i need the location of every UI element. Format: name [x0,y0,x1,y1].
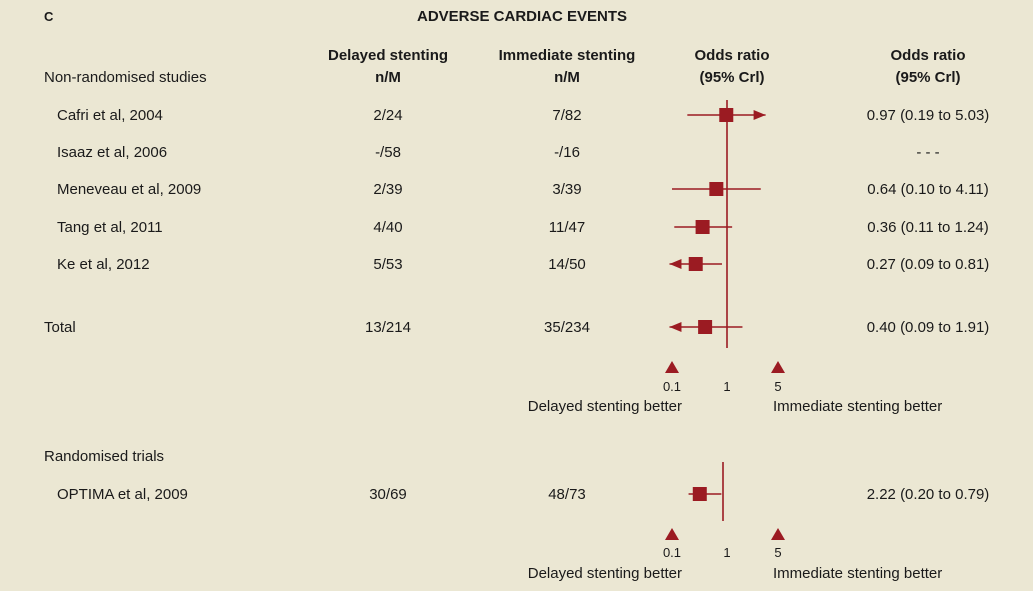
section-randomised-axis-left-label: Delayed stenting better [528,565,682,582]
header-delayed-line2: n/M [375,69,401,86]
row-4-or-text: 0.36 (0.11 to 1.24) [867,219,988,236]
row-4-delayed-value: 4/40 [373,219,402,236]
row-3-immediate-value: 3/39 [552,181,581,198]
row-optima-immediate-value: 48/73 [548,486,586,503]
row-4-immediate-value: 11/47 [549,219,585,236]
row-1-immediate-value: 7/82 [552,107,581,124]
chart-title: ADVERSE CARDIAC EVENTS [417,8,627,25]
row-5-delayed-value: 5/53 [373,256,402,273]
row-1-or-text: 0.97 (0.19 to 5.03) [867,107,990,124]
section-nonrandomised-axis-tick-5: 5 [774,379,781,394]
row-2-study-label: Isaaz et al, 2006 [57,144,167,161]
section-randomised-axis-marker-5 [771,528,785,540]
section-randomised-title: Randomised trials [44,448,164,465]
section-nonrandomised-axis-left-label: Delayed stenting better [528,398,682,415]
row-1-ci-arrow-right [753,110,766,120]
section-nonrandomised-title: Non-randomised studies [44,69,207,86]
row-2-immediate-value: -/16 [554,144,580,161]
row-5-or-text: 0.27 (0.09 to 0.81) [867,256,990,273]
row-5-ci-arrow-left [669,259,682,269]
section-randomised-axis-right-label: Immediate stenting better [773,565,942,582]
section-randomised-axis-tick-0.1: 0.1 [663,545,681,560]
row-optima-study-label: OPTIMA et al, 2009 [57,486,188,503]
header-immediate-line1: Immediate stenting [499,47,636,64]
section-randomised-axis-tick-1: 1 [723,545,730,560]
row-4-study-label: Tang et al, 2011 [57,219,163,236]
header-odds-ratio-text-line2: (95% Crl) [895,69,960,86]
section-nonrandomised-axis-tick-1: 1 [723,379,730,394]
row-total-or-text: 0.40 (0.09 to 1.91) [867,319,990,336]
row-3-study-label: Meneveau et al, 2009 [57,181,201,198]
row-2-or-text: - - - [916,144,939,161]
header-delayed-line1: Delayed stenting [328,47,448,64]
row-optima-point-estimate [692,487,707,501]
row-3-or-text: 0.64 (0.10 to 4.11) [867,181,988,198]
panel-label: C [44,9,54,24]
row-optima-or-text: 2.22 (0.20 to 0.79) [867,486,990,503]
row-total-study-label: Total [44,319,76,336]
section-randomised-axis-tick-5: 5 [774,545,781,560]
section-nonrandomised-axis-marker-5 [771,361,785,373]
header-odds-ratio-plot-line2: (95% Crl) [699,69,764,86]
row-total-point-estimate [698,320,713,334]
row-1-delayed-value: 2/24 [373,107,402,124]
row-optima-delayed-value: 30/69 [369,486,407,503]
section-randomised-axis-marker-0.1 [665,528,679,540]
section-nonrandomised-axis-tick-0.1: 0.1 [663,379,681,394]
row-3-point-estimate [709,182,724,196]
row-3-delayed-value: 2/39 [373,181,402,198]
row-total-delayed-value: 13/214 [365,319,411,336]
row-5-point-estimate [688,257,703,271]
row-total-immediate-value: 35/234 [544,319,590,336]
row-total-ci-arrow-left [669,322,682,332]
row-1-point-estimate [719,108,734,122]
section-nonrandomised-axis-marker-0.1 [665,361,679,373]
section-nonrandomised-axis-right-label: Immediate stenting better [773,398,942,415]
row-1-study-label: Cafri et al, 2004 [57,107,163,124]
header-odds-ratio-plot-line1: Odds ratio [694,47,769,64]
row-4-point-estimate [695,220,710,234]
header-immediate-line2: n/M [554,69,580,86]
row-5-study-label: Ke et al, 2012 [57,256,150,273]
row-5-immediate-value: 14/50 [548,256,586,273]
row-2-delayed-value: -/58 [375,144,401,161]
header-odds-ratio-text-line1: Odds ratio [890,47,965,64]
